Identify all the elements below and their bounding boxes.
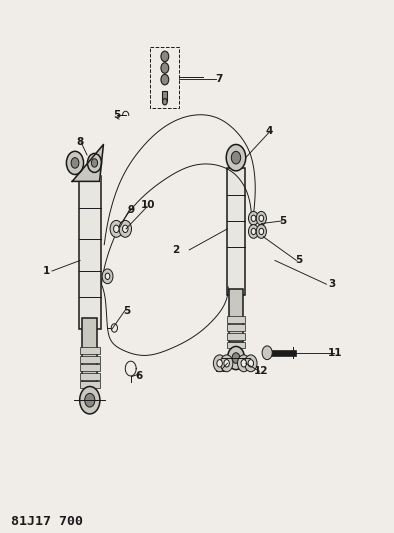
Circle shape	[91, 159, 98, 167]
Text: 3: 3	[328, 279, 335, 289]
Circle shape	[102, 269, 113, 284]
Circle shape	[251, 228, 256, 235]
Text: 6: 6	[135, 372, 142, 382]
Circle shape	[105, 273, 110, 279]
Bar	[227, 168, 245, 295]
Circle shape	[232, 353, 240, 364]
Text: 2: 2	[172, 245, 179, 255]
Circle shape	[119, 221, 132, 237]
Bar	[82, 319, 97, 382]
Circle shape	[249, 224, 258, 238]
Circle shape	[123, 225, 128, 232]
Text: 81J17 700: 81J17 700	[11, 515, 83, 528]
Circle shape	[259, 215, 264, 221]
Bar	[80, 348, 100, 354]
Bar	[80, 365, 100, 371]
Circle shape	[251, 215, 256, 221]
Text: 10: 10	[141, 200, 156, 210]
Text: 5: 5	[279, 216, 286, 226]
Circle shape	[224, 360, 229, 367]
Bar	[227, 316, 245, 322]
Text: 5: 5	[123, 305, 130, 316]
Text: 9: 9	[127, 205, 134, 215]
Bar	[150, 47, 179, 108]
Bar	[79, 176, 100, 329]
Text: 5: 5	[113, 110, 121, 120]
Polygon shape	[72, 144, 104, 181]
Bar	[227, 325, 245, 332]
Circle shape	[249, 212, 258, 225]
Circle shape	[256, 224, 266, 238]
Circle shape	[214, 355, 226, 372]
Circle shape	[161, 51, 169, 62]
Bar	[80, 356, 100, 362]
Text: 12: 12	[254, 366, 269, 376]
Circle shape	[238, 355, 250, 372]
Bar	[227, 333, 245, 340]
Circle shape	[110, 221, 123, 237]
Bar	[80, 381, 100, 388]
Circle shape	[162, 99, 167, 105]
Circle shape	[241, 360, 247, 367]
Circle shape	[217, 360, 222, 367]
Bar	[227, 342, 245, 349]
Text: 8: 8	[76, 137, 84, 147]
Circle shape	[67, 151, 84, 174]
Circle shape	[87, 154, 102, 172]
Circle shape	[231, 151, 241, 164]
Bar	[229, 289, 243, 342]
Circle shape	[245, 355, 257, 372]
Circle shape	[220, 355, 233, 372]
Circle shape	[248, 360, 253, 367]
Text: 1: 1	[43, 266, 50, 276]
Bar	[162, 91, 167, 101]
Circle shape	[85, 393, 95, 407]
Circle shape	[256, 212, 266, 225]
Circle shape	[161, 63, 169, 73]
Circle shape	[262, 346, 272, 360]
Circle shape	[71, 158, 79, 168]
Text: 13: 13	[215, 364, 230, 374]
Circle shape	[161, 74, 169, 85]
Circle shape	[259, 228, 264, 235]
Circle shape	[111, 324, 117, 332]
Text: 11: 11	[328, 348, 343, 358]
Circle shape	[226, 144, 246, 171]
Bar	[80, 373, 100, 379]
Text: 5: 5	[295, 255, 302, 265]
Circle shape	[113, 225, 119, 232]
Circle shape	[80, 386, 100, 414]
Text: 4: 4	[266, 126, 273, 136]
Text: 7: 7	[215, 74, 222, 84]
Circle shape	[227, 346, 245, 369]
